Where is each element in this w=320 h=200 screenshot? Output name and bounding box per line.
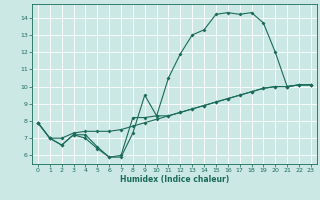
X-axis label: Humidex (Indice chaleur): Humidex (Indice chaleur) xyxy=(120,175,229,184)
